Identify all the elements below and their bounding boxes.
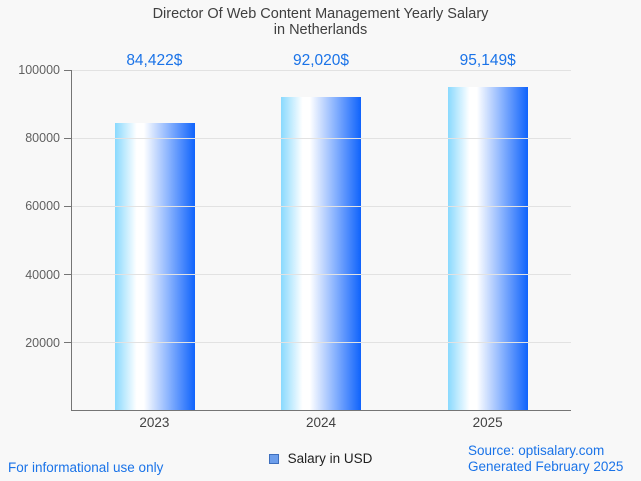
legend-label: Salary in USD [287, 451, 373, 466]
y-tick-label: 20000 [25, 335, 60, 350]
gridline [72, 342, 571, 343]
chart-title: Director Of Web Content Management Yearl… [0, 6, 641, 38]
disclaimer-text: For informational use only [8, 460, 164, 475]
plot-area [64, 70, 571, 411]
y-tick-mark [64, 274, 72, 275]
x-axis-label: 2024 [305, 415, 337, 430]
salary-bar-2023 [115, 122, 196, 410]
bar-slot [238, 70, 404, 410]
chart-title-line2: in Netherlands [273, 21, 368, 38]
y-axis-labels: 100000 80000 60000 40000 20000 [0, 63, 60, 411]
y-tick-label: 40000 [25, 267, 60, 282]
value-label-slot: 84,422$ [71, 52, 238, 70]
bar-value-label: 95,149$ [459, 52, 516, 69]
legend: Salary in USD [0, 451, 641, 466]
value-label-slot: 92,020$ [238, 52, 405, 70]
source-link[interactable]: Source: optisalary.com [468, 443, 605, 458]
x-axis-labels-row: 2023 2024 2025 [71, 415, 571, 430]
bars-row [72, 70, 571, 410]
chart-title-line1: Director Of Web Content Management Yearl… [152, 6, 489, 22]
x-axis-label: 2025 [472, 415, 503, 430]
y-tick-label: 60000 [25, 199, 60, 214]
salary-bar-2024 [281, 97, 362, 410]
salary-bar-2025 [447, 86, 528, 410]
source-block: Source: optisalary.com Generated Februar… [468, 443, 623, 475]
bar-slot [405, 70, 571, 410]
y-tick-mark [64, 342, 72, 343]
y-tick-mark [64, 206, 72, 207]
x-axis-label: 2023 [139, 415, 170, 430]
gridline [72, 138, 571, 139]
y-tick-mark [64, 70, 72, 71]
legend-marker-icon [268, 453, 279, 464]
y-tick-mark [64, 138, 72, 139]
gridline [72, 274, 571, 275]
bar-value-label: 92,020$ [292, 52, 350, 69]
gridline [72, 70, 571, 71]
gridline [72, 206, 571, 207]
y-tick-label: 100000 [18, 63, 60, 77]
bar-value-label: 84,422$ [126, 52, 183, 69]
value-labels-row: 84,422$ 92,020$ 95,149$ [71, 52, 571, 70]
value-label-slot: 95,149$ [404, 52, 571, 70]
generated-text: Generated February 2025 [468, 459, 624, 474]
bar-slot [72, 70, 238, 410]
y-tick-label: 80000 [25, 131, 60, 146]
